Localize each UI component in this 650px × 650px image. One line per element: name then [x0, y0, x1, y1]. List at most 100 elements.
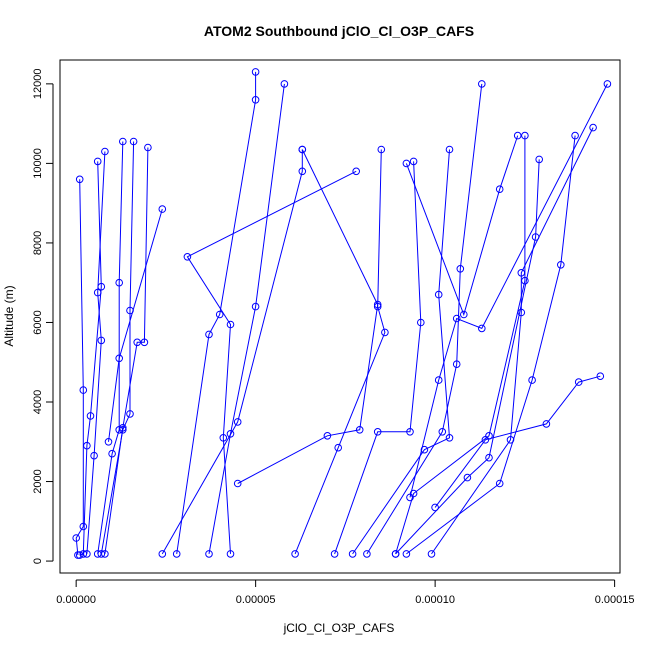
data-point: [409, 157, 418, 166]
data-point: [226, 550, 235, 558]
series-line-3: [86, 151, 106, 554]
data-point: [574, 378, 583, 386]
series-line-9: [208, 83, 285, 554]
data-point: [528, 376, 536, 384]
data-point: [535, 155, 544, 164]
data-point: [596, 372, 605, 381]
data-point: [93, 550, 102, 558]
y-tick-label: 0: [32, 558, 44, 564]
data-point: [158, 205, 167, 213]
data-point: [79, 550, 88, 558]
data-point: [205, 330, 213, 339]
data-point: [420, 445, 429, 454]
data-point: [104, 438, 113, 446]
series-line-23: [237, 149, 379, 484]
data-point: [445, 145, 454, 154]
data-point: [463, 473, 472, 482]
y-tick-label: 8000: [32, 231, 44, 255]
series-line-22: [405, 135, 519, 317]
data-point: [363, 550, 371, 558]
data-point: [417, 318, 425, 327]
data-point: [119, 137, 127, 146]
x-tick-label: 0.00015: [595, 594, 635, 606]
data-point: [434, 376, 443, 384]
data-point: [172, 550, 181, 558]
plot-frame: [59, 59, 621, 574]
data-point: [251, 96, 260, 104]
series-line-15: [366, 83, 483, 555]
data-point: [233, 479, 242, 488]
data-point: [93, 157, 102, 166]
data-point: [571, 131, 579, 140]
series-line-16: [395, 135, 526, 555]
data-point: [478, 80, 486, 88]
data-point: [101, 550, 109, 558]
x-tick-label: 0.00000: [56, 594, 96, 606]
data-point: [460, 310, 468, 319]
series-line-10: [161, 149, 303, 555]
data-point: [506, 436, 515, 444]
series-line-7: [108, 208, 163, 442]
data-point: [427, 550, 436, 558]
chart-title: ATOM2 Southbound jClO_Cl_O3P_CAFS: [204, 23, 474, 39]
data-point: [115, 354, 123, 363]
y-axis-label: Altitude (m): [2, 285, 16, 346]
y-tick-label: 4000: [32, 390, 44, 414]
data-point: [431, 503, 439, 512]
data-point: [603, 80, 612, 88]
data-point: [495, 479, 504, 488]
series-line-4: [97, 141, 124, 554]
data-point: [542, 420, 551, 428]
data-point: [348, 550, 357, 558]
data-point: [129, 137, 138, 146]
data-point: [126, 410, 134, 418]
data-point: [513, 131, 522, 140]
data-point: [86, 412, 95, 420]
x-axis: 0.00000 0.00005 0.00010 0.00015: [56, 579, 635, 606]
data-point: [83, 550, 91, 558]
series-line-18: [406, 135, 576, 555]
data-point: [298, 167, 307, 176]
data-point: [280, 80, 289, 88]
data-point: [75, 551, 84, 559]
data-point: [183, 252, 192, 261]
series-line-8: [176, 71, 257, 554]
data-point: [495, 185, 504, 193]
series-layer: [72, 68, 612, 559]
data-point: [434, 290, 443, 299]
series-line-21: [434, 375, 601, 508]
data-point: [108, 449, 116, 458]
series-line-20: [409, 83, 608, 498]
data-point: [101, 147, 109, 156]
data-point: [75, 175, 84, 184]
data-point: [373, 428, 382, 436]
series-line-6: [104, 147, 149, 554]
data-point: [452, 314, 461, 323]
data-point: [557, 261, 565, 269]
series-line-12: [294, 149, 386, 555]
data-point: [144, 143, 152, 152]
data-point: [97, 336, 106, 345]
data-point: [452, 360, 461, 369]
data-point: [251, 68, 260, 76]
data-point: [79, 386, 88, 394]
data-point: [517, 269, 526, 277]
data-point: [334, 443, 343, 452]
data-point: [352, 167, 361, 176]
data-point: [205, 550, 213, 558]
data-point: [355, 426, 364, 434]
series-line-13: [334, 161, 422, 555]
data-point: [90, 451, 98, 460]
data-point: [373, 302, 382, 311]
data-point: [589, 123, 597, 132]
data-point: [226, 430, 235, 438]
data-point: [481, 436, 490, 444]
data-point: [406, 428, 414, 436]
data-point: [140, 338, 149, 347]
data-point: [219, 434, 228, 442]
y-tick-label: 2000: [32, 469, 44, 493]
data-point: [298, 145, 307, 154]
data-point: [226, 320, 235, 329]
data-point: [251, 302, 260, 311]
